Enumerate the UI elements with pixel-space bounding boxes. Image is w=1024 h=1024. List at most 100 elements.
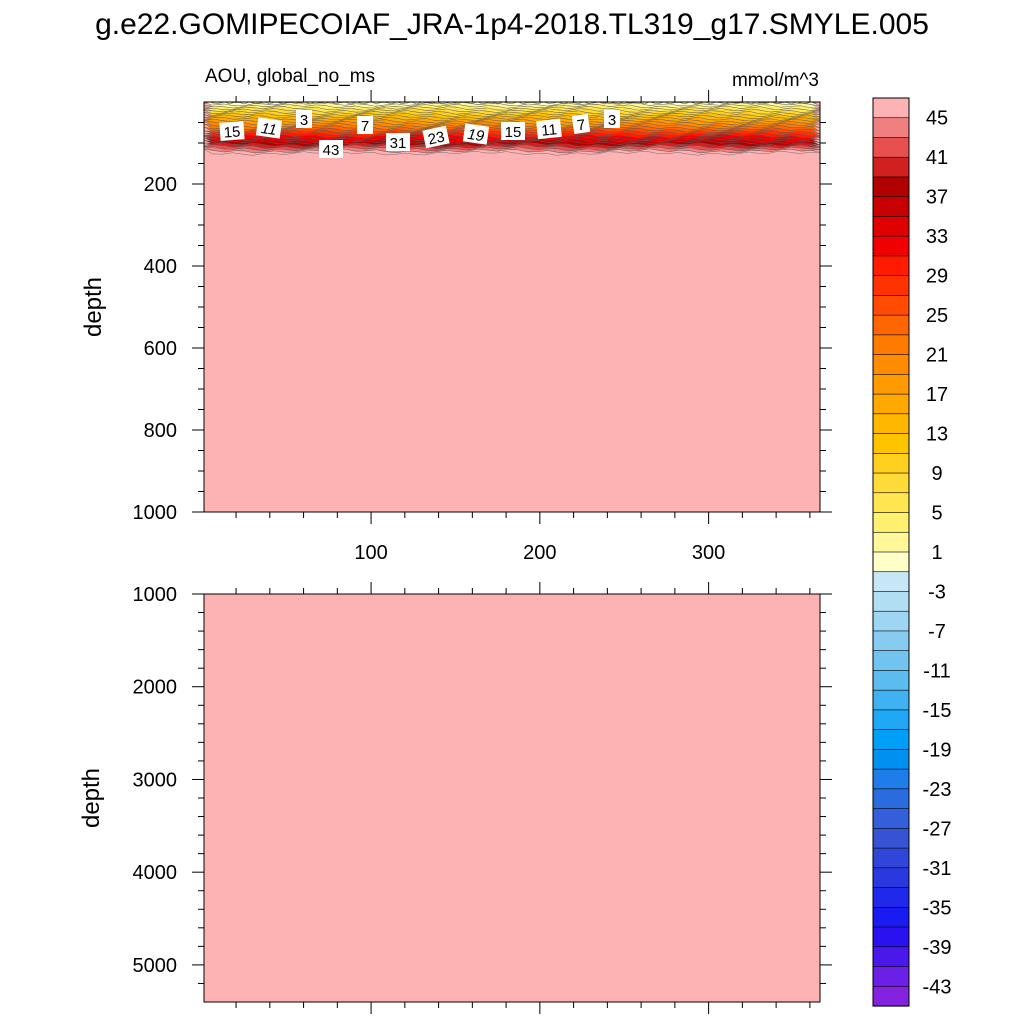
colorbar-box bbox=[872, 472, 910, 494]
colorbar-box bbox=[872, 867, 910, 889]
colorbar-tick-label: 45 bbox=[926, 108, 948, 130]
colorbar-box bbox=[872, 808, 910, 829]
contour-label: 15 bbox=[501, 122, 525, 141]
colorbar-tick-label: -23 bbox=[923, 779, 952, 801]
colorbar-box bbox=[872, 847, 910, 869]
y-tick-label: 400 bbox=[144, 256, 177, 278]
colorbar-tick-label: -15 bbox=[923, 700, 952, 722]
colorbar-box bbox=[872, 117, 910, 139]
y-tick-label: 4000 bbox=[133, 862, 178, 884]
colorbar-box bbox=[872, 729, 910, 750]
colorbar-box bbox=[872, 275, 910, 296]
upper-panel-left-label: AOU, global_no_ms bbox=[205, 66, 375, 87]
colorbar-box bbox=[872, 610, 910, 632]
colorbar-tick-label: 25 bbox=[926, 305, 948, 327]
colorbar-box bbox=[872, 452, 910, 474]
colorbar-tick-label: -7 bbox=[928, 621, 946, 643]
upper-plot-area-fill bbox=[204, 102, 820, 512]
svg-text:15: 15 bbox=[505, 124, 522, 141]
contour-label: 3 bbox=[296, 110, 312, 129]
colorbar-box bbox=[872, 235, 910, 257]
svg-text:3: 3 bbox=[608, 112, 616, 129]
colorbar-tick-label: -3 bbox=[928, 582, 946, 604]
upper-contour-labels: 15 11 3 7 43 31 23 19 15 11 7 3 bbox=[219, 110, 620, 159]
colorbar-tick-label: 1 bbox=[931, 542, 942, 564]
colorbar-tick-label: 21 bbox=[926, 345, 948, 367]
colorbar-box bbox=[872, 255, 910, 277]
svg-text:11: 11 bbox=[541, 121, 558, 140]
upper-axis-ticks: 200 400 600 800 1000 100 200 300 bbox=[133, 90, 832, 564]
contour-label: 3 bbox=[604, 110, 620, 129]
colorbar-tick-label: -19 bbox=[923, 739, 952, 761]
colorbar-box bbox=[872, 749, 910, 770]
colorbar-box bbox=[872, 512, 910, 533]
colorbar: 45 41 37 33 29 25 21 17 13 9 5 1 -3 -7 -11 -15 -19 -23 -27… bbox=[872, 97, 952, 1007]
upper-y-axis-label: depth bbox=[80, 277, 107, 337]
colorbar-box bbox=[872, 650, 910, 672]
colorbar-box bbox=[872, 393, 910, 415]
colorbar-tick-label: 5 bbox=[931, 503, 942, 525]
contour-label: 23 bbox=[422, 125, 450, 149]
contour-label: 11 bbox=[255, 117, 283, 139]
svg-text:19: 19 bbox=[466, 126, 486, 145]
x-tick-label: 300 bbox=[692, 542, 725, 564]
contour-label: 19 bbox=[462, 123, 490, 145]
colorbar-tick-label: -43 bbox=[923, 976, 952, 998]
colorbar-tick-label: 33 bbox=[926, 226, 948, 248]
contour-label: 7 bbox=[571, 113, 591, 134]
lower-axis-ticks: 1000 2000 3000 4000 5000 bbox=[133, 582, 832, 1014]
colorbar-box bbox=[872, 492, 910, 514]
colorbar-box bbox=[872, 295, 910, 316]
svg-text:7: 7 bbox=[361, 118, 369, 135]
colorbar-tick-label: -39 bbox=[923, 937, 952, 959]
contour-band bbox=[204, 148, 820, 156]
svg-text:7: 7 bbox=[576, 116, 587, 134]
upper-panel: AOU, global_no_ms mmol/m^3 200 400 600 800 1… bbox=[80, 66, 832, 564]
colorbar-box bbox=[872, 946, 910, 968]
y-tick-label: 1000 bbox=[133, 584, 178, 606]
y-tick-label: 600 bbox=[144, 338, 177, 360]
svg-text:43: 43 bbox=[323, 142, 340, 159]
colorbar-tick-label: -11 bbox=[923, 660, 950, 682]
colorbar-box bbox=[872, 176, 910, 198]
upper-panel-units-label: mmol/m^3 bbox=[732, 70, 819, 91]
colorbar-box bbox=[872, 670, 910, 691]
colorbar-box bbox=[872, 906, 910, 928]
contour-label: 11 bbox=[536, 118, 562, 140]
colorbar-tick-label: 9 bbox=[931, 463, 942, 485]
colorbar-tick-label: -27 bbox=[923, 818, 952, 840]
lower-panel: 1000 2000 3000 4000 5000 depth bbox=[78, 582, 832, 1014]
colorbar-box bbox=[872, 216, 910, 237]
colorbar-box bbox=[872, 156, 910, 178]
colorbar-box bbox=[872, 966, 910, 987]
colorbar-box bbox=[872, 689, 910, 711]
y-tick-label: 3000 bbox=[133, 769, 178, 791]
colorbar-tick-label: 17 bbox=[926, 384, 948, 406]
colorbar-tick-label: -35 bbox=[923, 897, 952, 919]
contour-label: 7 bbox=[357, 116, 373, 135]
colorbar-box bbox=[872, 196, 910, 218]
colorbar-box bbox=[872, 709, 910, 731]
svg-text:3: 3 bbox=[300, 112, 308, 129]
colorbar-box bbox=[872, 334, 910, 356]
svg-text:23: 23 bbox=[426, 128, 446, 148]
colorbar-box bbox=[872, 630, 910, 652]
colorbar-box bbox=[872, 531, 910, 553]
colorbar-box bbox=[872, 828, 910, 849]
y-tick-label: 800 bbox=[144, 420, 177, 442]
y-tick-label: 1000 bbox=[133, 502, 178, 524]
colorbar-box bbox=[872, 571, 910, 593]
colorbar-frame bbox=[872, 97, 910, 1007]
colorbar-tick-label: 13 bbox=[926, 424, 948, 446]
colorbar-box bbox=[872, 591, 910, 612]
colorbar-box bbox=[872, 551, 910, 573]
x-tick-label: 100 bbox=[354, 542, 387, 564]
y-tick-label: 2000 bbox=[133, 677, 178, 699]
colorbar-box bbox=[872, 985, 910, 1007]
x-tick-label: 200 bbox=[523, 542, 556, 564]
colorbar-box bbox=[872, 433, 910, 454]
colorbar-box bbox=[872, 887, 910, 908]
colorbar-box bbox=[872, 354, 910, 375]
colorbar-tick-label: -31 bbox=[923, 858, 952, 880]
